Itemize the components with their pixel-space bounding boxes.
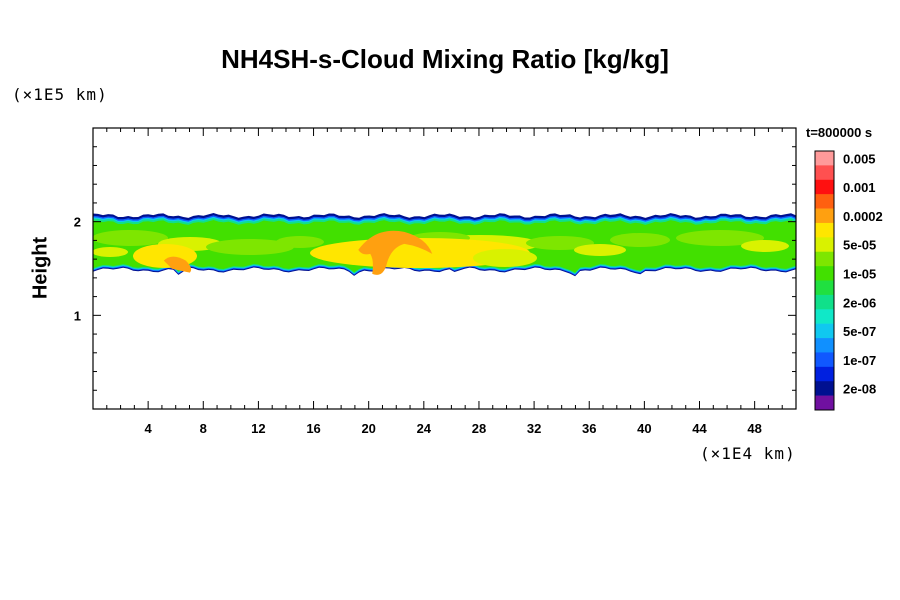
colorbar-swatch bbox=[815, 251, 834, 267]
colorbar-swatch bbox=[815, 280, 834, 296]
x-tick-label: 8 bbox=[200, 421, 207, 436]
y-tick-label: 1 bbox=[74, 308, 81, 323]
colorbar-swatch bbox=[815, 395, 834, 411]
cloud-patch bbox=[741, 240, 789, 252]
colorbar-swatch bbox=[815, 266, 834, 281]
colorbar-swatch bbox=[815, 323, 834, 339]
cloud-patch bbox=[526, 236, 594, 250]
colorbar-label: 2e-08 bbox=[843, 382, 876, 397]
x-tick-label: 48 bbox=[747, 421, 761, 436]
colorbar-swatch bbox=[815, 294, 834, 310]
cloud-patch bbox=[610, 233, 670, 247]
x-tick-label: 12 bbox=[251, 421, 265, 436]
colorbar-swatch bbox=[815, 165, 834, 181]
cloud-patch bbox=[93, 230, 168, 246]
colorbar-swatch bbox=[815, 338, 834, 353]
cloud-patch bbox=[676, 230, 764, 246]
time-label: t=800000 s bbox=[806, 125, 873, 140]
y-axis: 12 bbox=[74, 146, 796, 391]
cloud-core-orange bbox=[358, 230, 433, 275]
colorbar-swatch bbox=[815, 179, 834, 195]
colorbar-swatch bbox=[815, 309, 834, 324]
colorbar-frame bbox=[814, 150, 835, 411]
x-tick-label: 32 bbox=[527, 421, 541, 436]
x-tick-label: 28 bbox=[472, 421, 486, 436]
cloud-patch bbox=[574, 244, 626, 256]
colorbar-label: 2e-06 bbox=[843, 295, 876, 310]
colorbar-swatch bbox=[815, 381, 834, 396]
colorbar-label: 0.005 bbox=[843, 151, 876, 166]
y-axis-unit: (×1E5 km) bbox=[12, 85, 108, 104]
cloud-patch bbox=[206, 239, 294, 255]
x-tick-label: 40 bbox=[637, 421, 651, 436]
x-tick-label: 36 bbox=[582, 421, 596, 436]
y-tick-label: 2 bbox=[74, 215, 81, 230]
x-tick-label: 44 bbox=[692, 421, 707, 436]
colorbar: 0.005 0.001 0.0002 5e-05 1e-05 2e-06 5e-07 1e-0… bbox=[814, 150, 883, 411]
colorbar-label: 5e-05 bbox=[843, 238, 876, 253]
colorbar-swatch bbox=[815, 208, 834, 224]
x-tick-label: 24 bbox=[417, 421, 432, 436]
colorbar-label: 0.0002 bbox=[843, 209, 883, 224]
colorbar-swatch bbox=[815, 237, 834, 253]
cloud-patch bbox=[93, 247, 128, 257]
cloud-patch bbox=[473, 249, 537, 267]
colorbar-label: 1e-07 bbox=[843, 353, 876, 368]
colorbar-label: 1e-05 bbox=[843, 267, 876, 282]
x-tick-label: 20 bbox=[361, 421, 375, 436]
plot-frame bbox=[92, 127, 797, 410]
x-axis-unit: (×1E4 km) bbox=[700, 444, 796, 463]
colorbar-swatch bbox=[815, 366, 834, 382]
colorbar-swatch bbox=[815, 222, 834, 238]
colorbar-label: 0.001 bbox=[843, 180, 876, 195]
colorbar-label: 5e-07 bbox=[843, 324, 876, 339]
colorbar-swatch bbox=[815, 194, 834, 209]
chart-title: NH4SH-s-Cloud Mixing Ratio [kg/kg] bbox=[221, 44, 669, 74]
x-tick-label: 16 bbox=[306, 421, 320, 436]
colorbar-swatch bbox=[815, 151, 834, 166]
cloud-patch bbox=[276, 236, 324, 248]
x-tick-label: 4 bbox=[145, 421, 153, 436]
cloud-field bbox=[93, 213, 796, 277]
cloud-core-orange bbox=[163, 256, 192, 273]
colorbar-swatch bbox=[815, 352, 834, 368]
x-axis: 4 8 12 16 20 24 28 32 36 40 44 48 bbox=[106, 128, 783, 436]
